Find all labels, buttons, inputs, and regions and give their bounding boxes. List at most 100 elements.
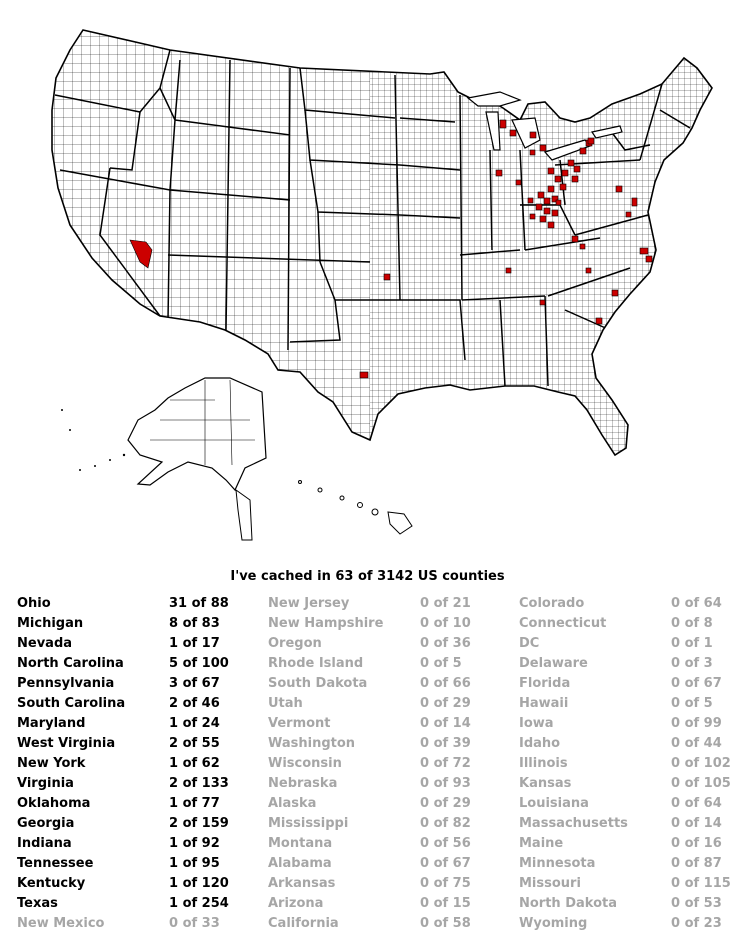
state-count: 0 of 67 bbox=[671, 676, 722, 691]
state-name: Delaware bbox=[519, 656, 588, 671]
state-count: 0 of 53 bbox=[671, 896, 722, 911]
state-name: Alabama bbox=[268, 856, 332, 871]
state-count: 0 of 64 bbox=[671, 796, 722, 811]
state-count: 8 of 83 bbox=[169, 616, 220, 631]
state-name: Georgia bbox=[17, 816, 75, 831]
state-count: 0 of 64 bbox=[671, 596, 722, 611]
state-count: 0 of 72 bbox=[420, 756, 471, 771]
state-name: North Carolina bbox=[17, 656, 124, 671]
state-name: Connecticut bbox=[519, 616, 607, 631]
state-count: 2 of 133 bbox=[169, 776, 229, 791]
state-name: Iowa bbox=[519, 716, 554, 731]
state-name: Virginia bbox=[17, 776, 74, 791]
state-count: 0 of 58 bbox=[420, 916, 471, 931]
state-name: West Virginia bbox=[17, 736, 116, 751]
state-name: Minnesota bbox=[519, 856, 596, 871]
state-name: Wyoming bbox=[519, 916, 588, 931]
state-count: 2 of 46 bbox=[169, 696, 220, 711]
state-name: Vermont bbox=[268, 716, 331, 731]
state-count: 0 of 102 bbox=[671, 756, 731, 771]
state-count: 0 of 10 bbox=[420, 616, 471, 631]
state-count: 0 of 16 bbox=[671, 836, 722, 851]
state-count: 0 of 36 bbox=[420, 636, 471, 651]
state-count: 0 of 82 bbox=[420, 816, 471, 831]
state-count: 3 of 67 bbox=[169, 676, 220, 691]
state-count: 2 of 159 bbox=[169, 816, 229, 831]
state-count: 0 of 23 bbox=[671, 916, 722, 931]
state-count: 0 of 5 bbox=[671, 696, 713, 711]
state-name: Louisiana bbox=[519, 796, 589, 811]
state-name: Michigan bbox=[17, 616, 84, 631]
state-name: Texas bbox=[17, 896, 58, 911]
state-name: Tennessee bbox=[17, 856, 94, 871]
state-count: 0 of 3 bbox=[671, 656, 713, 671]
state-count: 1 of 254 bbox=[169, 896, 229, 911]
state-count: 1 of 17 bbox=[169, 636, 220, 651]
state-name: Mississippi bbox=[268, 816, 349, 831]
state-borders bbox=[54, 49, 691, 387]
state-name: New York bbox=[17, 756, 86, 771]
state-name: Missouri bbox=[519, 876, 581, 891]
state-name: Colorado bbox=[519, 596, 585, 611]
state-name: Arizona bbox=[268, 896, 324, 911]
hawaii bbox=[298, 480, 413, 535]
state-count: 1 of 92 bbox=[169, 836, 220, 851]
state-name: Idaho bbox=[519, 736, 561, 751]
state-count: 1 of 120 bbox=[169, 876, 229, 891]
state-name: New Mexico bbox=[17, 916, 105, 931]
us-county-map bbox=[51, 29, 713, 541]
state-count: 2 of 55 bbox=[169, 736, 220, 751]
state-count: 0 of 5 bbox=[420, 656, 462, 671]
state-name: Massachusetts bbox=[519, 816, 628, 831]
state-name: DC bbox=[519, 636, 540, 651]
state-count: 0 of 21 bbox=[420, 596, 471, 611]
state-count: 0 of 115 bbox=[671, 876, 731, 891]
state-count: 0 of 14 bbox=[671, 816, 722, 831]
state-name: Maine bbox=[519, 836, 564, 851]
state-count: 0 of 1 bbox=[671, 636, 713, 651]
state-name: Pennsylvania bbox=[17, 676, 115, 691]
state-name: Wisconsin bbox=[268, 756, 342, 771]
state-name: Arkansas bbox=[268, 876, 336, 891]
state-count: 0 of 93 bbox=[420, 776, 471, 791]
state-count: 0 of 14 bbox=[420, 716, 471, 731]
state-name: Hawaii bbox=[519, 696, 569, 711]
state-name: Nebraska bbox=[268, 776, 338, 791]
state-name: North Dakota bbox=[519, 896, 617, 911]
state-count: 0 of 56 bbox=[420, 836, 471, 851]
alaska bbox=[61, 377, 267, 541]
state-name: Illinois bbox=[519, 756, 568, 771]
state-name: Ohio bbox=[17, 596, 51, 611]
state-name: Kansas bbox=[519, 776, 572, 791]
state-count: 0 of 66 bbox=[420, 676, 471, 691]
state-name: Montana bbox=[268, 836, 333, 851]
state-name: Rhode Island bbox=[268, 656, 364, 671]
state-name: Florida bbox=[519, 676, 571, 691]
state-name: South Carolina bbox=[17, 696, 126, 711]
state-name: Oregon bbox=[268, 636, 322, 651]
state-count: 0 of 39 bbox=[420, 736, 471, 751]
state-name: New Hampshire bbox=[268, 616, 384, 631]
state-count: 0 of 67 bbox=[420, 856, 471, 871]
cached-counties bbox=[129, 119, 653, 379]
state-name: Indiana bbox=[17, 836, 72, 851]
state-name: Kentucky bbox=[17, 876, 86, 891]
state-count: 0 of 105 bbox=[671, 776, 731, 791]
state-count: 0 of 8 bbox=[671, 616, 713, 631]
lower-48-counties bbox=[51, 29, 713, 457]
state-name: Maryland bbox=[17, 716, 86, 731]
state-count: 1 of 62 bbox=[169, 756, 220, 771]
state-count: 0 of 87 bbox=[671, 856, 722, 871]
state-count: 1 of 95 bbox=[169, 856, 220, 871]
summary-heading: I've cached in 63 of 3142 US counties bbox=[230, 569, 505, 584]
state-name: Utah bbox=[268, 696, 303, 711]
state-count: 31 of 88 bbox=[169, 596, 229, 611]
state-name: Washington bbox=[268, 736, 356, 751]
state-count: 0 of 44 bbox=[671, 736, 722, 751]
state-name: Alaska bbox=[268, 796, 317, 811]
state-count: 1 of 24 bbox=[169, 716, 220, 731]
state-count: 1 of 77 bbox=[169, 796, 220, 811]
state-count: 0 of 15 bbox=[420, 896, 471, 911]
state-name: South Dakota bbox=[268, 676, 368, 691]
state-name: New Jersey bbox=[268, 596, 350, 611]
